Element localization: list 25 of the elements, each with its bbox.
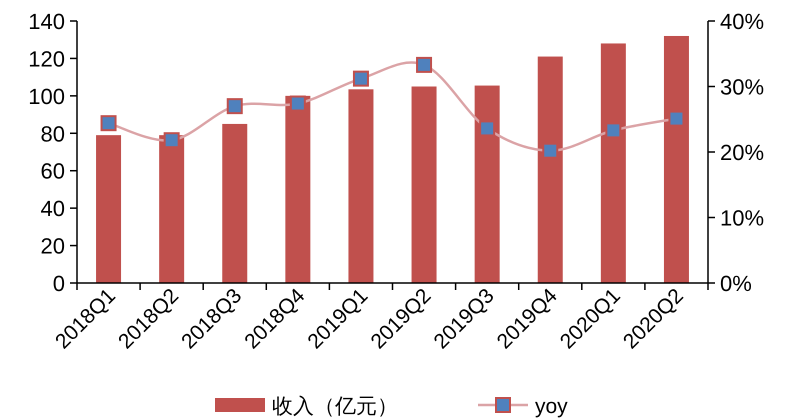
y2-tick-label: 10% bbox=[720, 206, 764, 230]
y-tick-label: 20 bbox=[40, 234, 65, 259]
y2-tick-label: 0% bbox=[720, 271, 752, 296]
bar bbox=[285, 96, 310, 283]
legend-label: 收入（亿元） bbox=[272, 395, 398, 418]
y-tick-label: 140 bbox=[28, 9, 65, 34]
y-tick-label: 120 bbox=[28, 46, 65, 72]
y-tick-label: 60 bbox=[40, 158, 65, 184]
y-tick-label: 0 bbox=[52, 271, 65, 296]
legend-label: yoy bbox=[535, 395, 568, 418]
bar bbox=[412, 86, 437, 283]
bar bbox=[538, 56, 563, 283]
y-tick-label: 80 bbox=[40, 121, 65, 146]
bar bbox=[159, 135, 184, 283]
y-tick-label: 40 bbox=[40, 196, 65, 222]
bar bbox=[222, 124, 248, 283]
bar bbox=[474, 86, 500, 283]
y-tick-label: 100 bbox=[28, 84, 65, 109]
y2-tick-label: 40% bbox=[720, 9, 764, 34]
bar bbox=[96, 135, 122, 283]
y2-tick-label: 30% bbox=[720, 74, 764, 100]
bar bbox=[348, 89, 374, 283]
bar bbox=[664, 36, 689, 283]
y2-tick-label: 20% bbox=[720, 140, 764, 165]
bar bbox=[600, 43, 626, 283]
